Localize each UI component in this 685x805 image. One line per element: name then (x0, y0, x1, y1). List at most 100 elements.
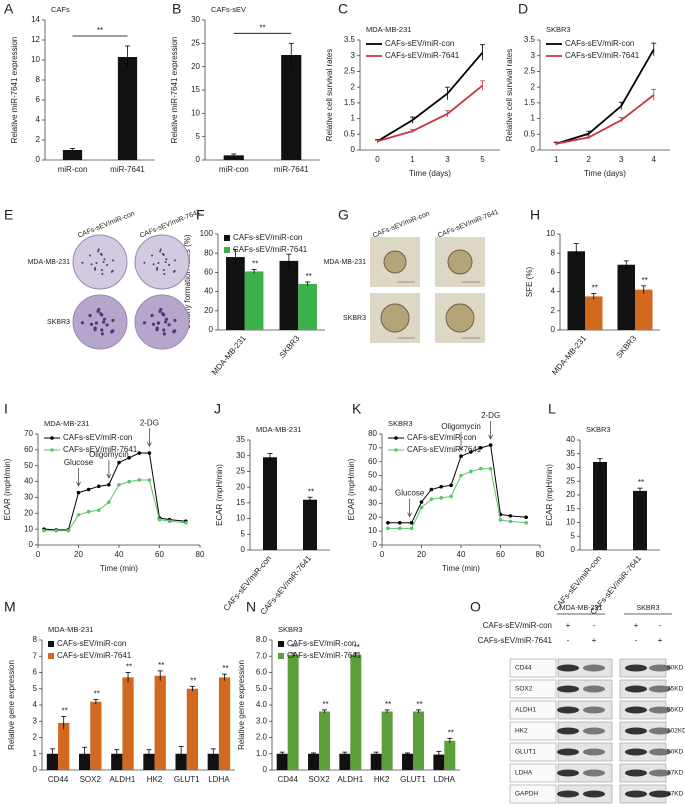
bar (207, 753, 219, 770)
series-line (387, 444, 527, 524)
band (557, 748, 579, 756)
colony (173, 318, 177, 323)
x-tick-label: 60 (155, 550, 164, 559)
colony (111, 329, 115, 333)
bar (567, 251, 585, 330)
panel-label: O (470, 599, 481, 615)
band (649, 685, 671, 693)
panel-label: K (352, 401, 362, 417)
bar (281, 55, 302, 160)
y-tick-label: 12 (31, 35, 40, 44)
band (625, 685, 647, 693)
bar (276, 753, 288, 770)
panel-label: M (4, 599, 16, 615)
y-tick-label: 60 (204, 268, 213, 277)
band (583, 664, 605, 672)
annotation-label: 2-DG (140, 418, 159, 427)
bar (633, 490, 647, 550)
data-point (498, 518, 503, 522)
y-axis-label: Colony formation rates (%) (183, 234, 192, 329)
data-point (524, 515, 528, 520)
chart-title: CAFs-sEV (211, 5, 246, 14)
protein-label: ALDH1 (515, 707, 536, 714)
bar (263, 457, 277, 550)
y-tick-label: 60 (24, 445, 33, 454)
panel-label: E (4, 207, 13, 223)
y-axis-label: Relative miR-7641 expression (170, 37, 179, 144)
colony (93, 328, 97, 332)
y-tick-label: 20 (191, 62, 200, 71)
y-tick-label: 0 (263, 765, 268, 774)
y-tick-label: 25 (236, 467, 245, 476)
bar (319, 711, 330, 770)
bar (226, 257, 245, 330)
bar (370, 753, 382, 770)
bar (78, 753, 91, 770)
data-point (167, 519, 172, 524)
colony (96, 309, 100, 313)
data-point (459, 454, 463, 459)
y-tick-label: 3 (351, 51, 356, 60)
colony (155, 328, 159, 332)
series-line (377, 84, 484, 143)
data-point (459, 473, 463, 478)
colony (165, 258, 168, 261)
colony (90, 263, 93, 266)
y-tick-label: 0 (36, 155, 41, 164)
colony (100, 328, 104, 332)
group-label: MDA-MB-231 (560, 605, 603, 612)
value-label: ** (385, 700, 391, 709)
arrow-head (147, 442, 152, 448)
x-tick-label: 5 (480, 155, 485, 164)
colony (156, 267, 159, 270)
colony (164, 317, 169, 321)
arrow-head (76, 481, 81, 487)
protein-label: GLUT1 (515, 749, 536, 756)
x-tick-label: MDA-MB-231 (210, 333, 248, 376)
data-point (117, 482, 121, 487)
y-tick-label: 0.5 (524, 129, 536, 138)
panel-label: D (518, 1, 528, 17)
data-point (419, 505, 424, 510)
data-point (157, 517, 162, 522)
legend-label: CAFs-sEV/miR-7641 (287, 651, 362, 660)
y-tick-label: 8.0 (256, 635, 268, 644)
bar (58, 722, 70, 770)
y-tick-label: 10 (24, 524, 33, 533)
treatment-sign: - (593, 621, 596, 630)
y-tick-label: 50 (368, 471, 377, 480)
x-tick-label: 1 (410, 155, 415, 164)
chart-title: MDA-MB-231 (366, 25, 411, 34)
size-label: 80KD (667, 665, 684, 672)
legend-marker (50, 448, 54, 452)
chart-title: MDA-MB-231 (48, 625, 93, 634)
colony (99, 252, 102, 255)
row-label: SKBR3 (343, 315, 366, 322)
value-label: ** (158, 661, 164, 670)
culture-dish (134, 234, 190, 290)
bar (350, 654, 362, 770)
annotation-label: Oligomycin (441, 422, 481, 431)
band (583, 706, 605, 714)
x-tick-label: MDA-MB-231 (550, 333, 588, 376)
bar (339, 753, 351, 770)
panel-label: F (196, 207, 205, 223)
x-tick-label: SOX2 (80, 775, 102, 784)
band (583, 769, 605, 777)
data-point (488, 443, 493, 447)
series-line (377, 51, 484, 142)
legend-label: CAFs-sEV/miR-con (565, 39, 634, 48)
legend-label: CAFs-sEV/miR-7641 (63, 445, 138, 454)
y-tick-label: 0 (209, 325, 214, 334)
y-tick-label: 35 (236, 435, 245, 444)
y-tick-label: 70 (368, 443, 377, 452)
colony (156, 321, 161, 325)
colony (89, 254, 92, 257)
y-tick-label: 5 (33, 684, 38, 693)
y-tick-label: 5 (196, 132, 201, 141)
value-label: ** (190, 676, 196, 685)
data-point (419, 500, 424, 504)
colony (173, 269, 176, 272)
x-axis-label: Time (days) (409, 169, 451, 178)
y-tick-label: 10 (566, 518, 575, 527)
